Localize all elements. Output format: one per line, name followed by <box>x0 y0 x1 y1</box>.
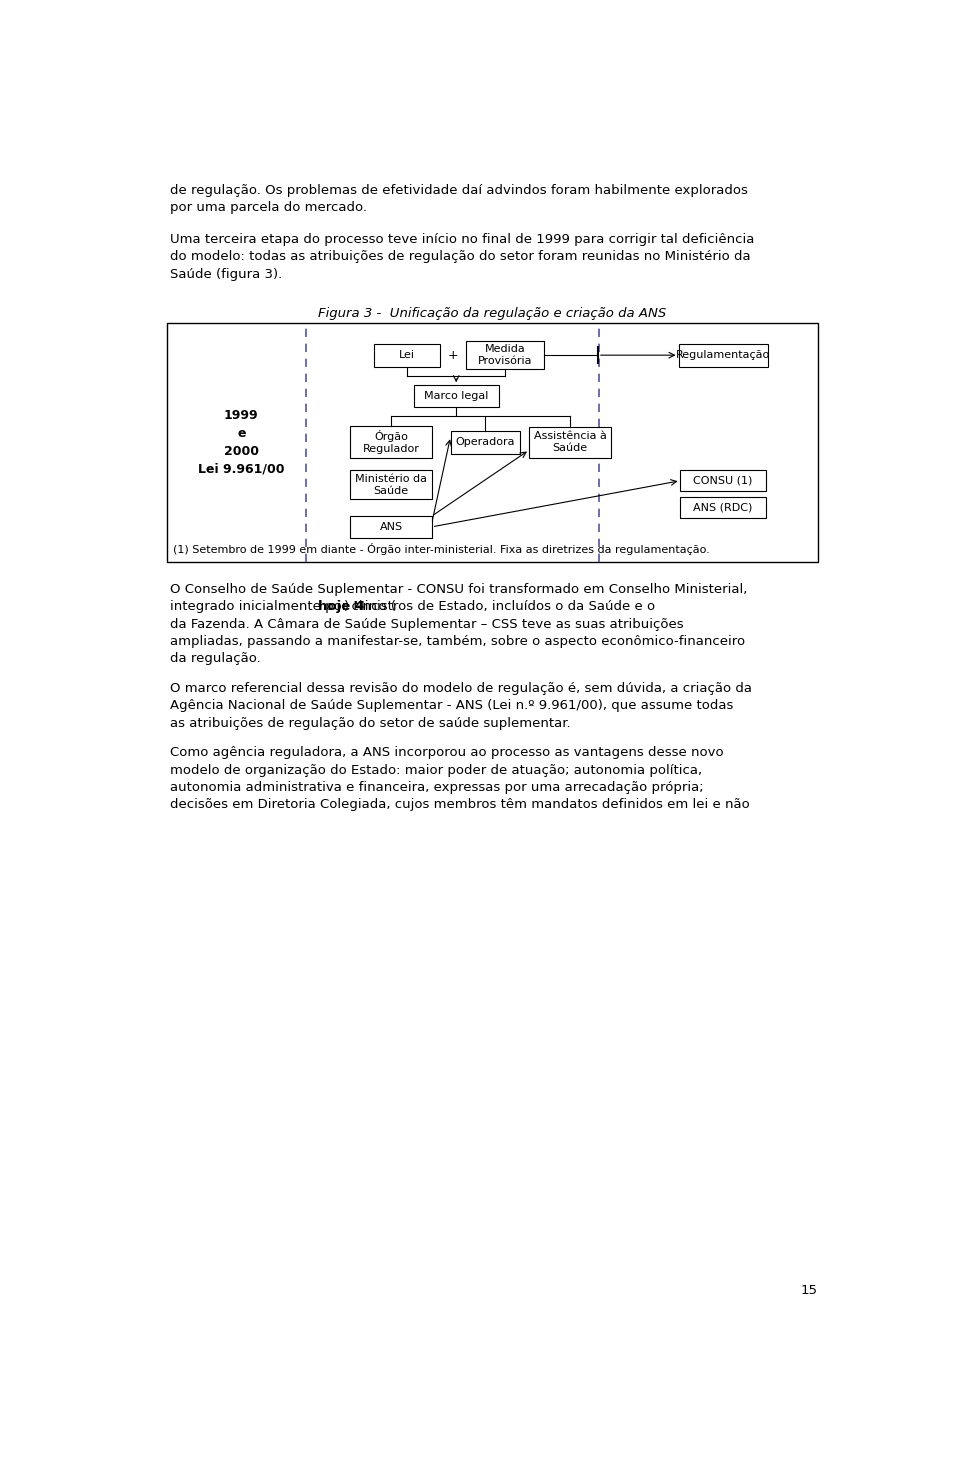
Bar <box>467 342 543 370</box>
Text: ampliadas, passando a manifestar-se, também, sobre o aspecto econômico-financeir: ampliadas, passando a manifestar-se, tam… <box>170 634 746 648</box>
Text: integrado inicialmente por cinco (: integrado inicialmente por cinco ( <box>170 600 396 614</box>
Bar <box>681 470 766 491</box>
Text: +: + <box>448 349 459 362</box>
Text: Figura 3 -  Unificação da regulação e criação da ANS: Figura 3 - Unificação da regulação e cri… <box>318 308 666 321</box>
Text: Órgão
Regulador: Órgão Regulador <box>363 430 420 454</box>
Text: Medida
Provisória: Medida Provisória <box>478 345 532 367</box>
Text: Operadora: Operadora <box>456 438 516 447</box>
Bar <box>374 343 441 367</box>
Bar <box>679 343 768 367</box>
Text: ANS (RDC): ANS (RDC) <box>693 503 753 513</box>
Text: Como agência reguladora, a ANS incorporou ao processo as vantagens desse novo: Como agência reguladora, a ANS incorporo… <box>170 747 724 759</box>
Text: modelo de organização do Estado: maior poder de atuação; autonomia política,: modelo de organização do Estado: maior p… <box>170 763 703 776</box>
Text: ANS: ANS <box>379 522 402 532</box>
Text: (1) Setembro de 1999 em diante - Órgão inter-ministerial. Fixa as diretrizes da : (1) Setembro de 1999 em diante - Órgão i… <box>173 543 709 555</box>
Bar <box>350 470 432 498</box>
Bar <box>450 430 520 454</box>
Text: da Fazenda. A Câmara de Saúde Suplementar – CSS teve as suas atribuições: da Fazenda. A Câmara de Saúde Suplementa… <box>170 618 684 630</box>
Text: Saúde (figura 3).: Saúde (figura 3). <box>170 268 282 281</box>
Text: autonomia administrativa e financeira, expressas por uma arrecadação própria;: autonomia administrativa e financeira, e… <box>170 781 704 794</box>
Text: ) Ministros de Estado, incluídos o da Saúde e o: ) Ministros de Estado, incluídos o da Sa… <box>344 600 655 614</box>
Bar <box>529 427 611 457</box>
Text: por uma parcela do mercado.: por uma parcela do mercado. <box>170 201 368 214</box>
Text: CONSU (1): CONSU (1) <box>693 476 753 485</box>
Text: Agência Nacional de Saúde Suplementar - ANS (Lei n.º 9.961/00), que assume todas: Agência Nacional de Saúde Suplementar - … <box>170 700 733 713</box>
Bar <box>350 516 432 538</box>
Text: da regulação.: da regulação. <box>170 652 261 666</box>
Text: de regulação. Os problemas de efetividade daí advindos foram habilmente explorad: de regulação. Os problemas de efetividad… <box>170 183 748 197</box>
Text: O Conselho de Saúde Suplementar - CONSU foi transformado em Conselho Ministerial: O Conselho de Saúde Suplementar - CONSU … <box>170 583 748 596</box>
Text: Assistência à
Saúde: Assistência à Saúde <box>534 432 607 453</box>
Text: do modelo: todas as atribuições de regulação do setor foram reunidas no Ministér: do modelo: todas as atribuições de regul… <box>170 250 751 263</box>
Text: Uma terceira etapa do processo teve início no final de 1999 para corrigir tal de: Uma terceira etapa do processo teve iníc… <box>170 234 755 246</box>
Bar <box>350 426 432 458</box>
Text: 15: 15 <box>801 1284 818 1297</box>
Text: hoje 4: hoje 4 <box>318 600 364 614</box>
Text: O marco referencial dessa revisão do modelo de regulação é, sem dúvida, a criaçã: O marco referencial dessa revisão do mod… <box>170 682 753 695</box>
Bar <box>681 497 766 518</box>
Text: Regulamentação: Regulamentação <box>676 351 770 361</box>
Bar <box>414 385 499 407</box>
Bar <box>166 322 818 562</box>
Text: decisões em Diretoria Colegiada, cujos membros têm mandatos definidos em lei e n: decisões em Diretoria Colegiada, cujos m… <box>170 799 750 812</box>
Text: Marco legal: Marco legal <box>424 390 489 401</box>
Text: Lei: Lei <box>399 351 416 361</box>
Text: 1999
e
2000
Lei 9.961/00: 1999 e 2000 Lei 9.961/00 <box>198 408 284 476</box>
Text: as atribuições de regulação do setor de saúde suplementar.: as atribuições de regulação do setor de … <box>170 717 571 729</box>
Text: Ministério da
Saúde: Ministério da Saúde <box>355 473 427 495</box>
